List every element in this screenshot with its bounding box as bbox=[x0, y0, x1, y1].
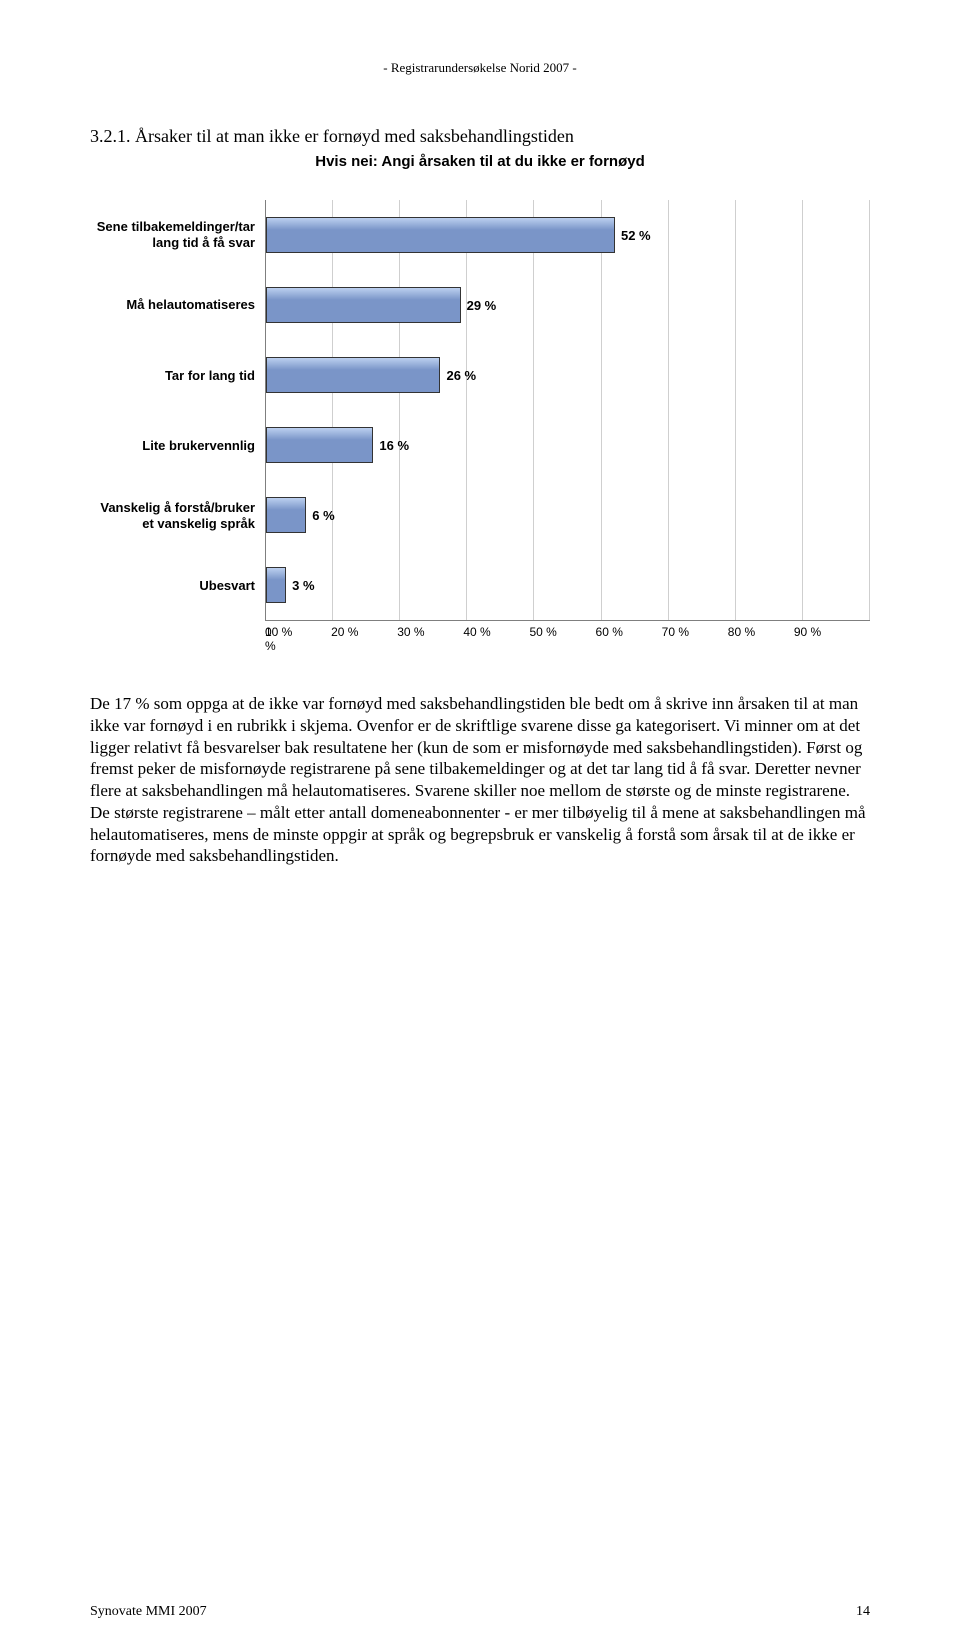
x-axis-tick: 30 % bbox=[397, 625, 463, 653]
footer-left: Synovate MMI 2007 bbox=[90, 1604, 207, 1620]
x-axis-tick: 70 % bbox=[662, 625, 728, 653]
section-heading: 3.2.1. Årsaker til at man ikke er fornøy… bbox=[90, 126, 870, 147]
x-axis-tick: 50 % bbox=[529, 625, 595, 653]
bar-chart: Sene tilbakemeldinger/tar lang tid å få … bbox=[90, 200, 870, 621]
bar-value-label: 16 % bbox=[379, 438, 409, 453]
page-number: 14 bbox=[856, 1604, 870, 1620]
bar-value-label: 26 % bbox=[446, 368, 476, 383]
y-axis-label: Lite brukervennlig bbox=[90, 411, 265, 481]
bar bbox=[266, 217, 615, 253]
bar bbox=[266, 497, 306, 533]
body-paragraph: De 17 % som oppga at de ikke var fornøyd… bbox=[90, 693, 870, 867]
y-axis-label: Tar for lang tid bbox=[90, 340, 265, 410]
bar bbox=[266, 427, 373, 463]
bar-value-label: 52 % bbox=[621, 228, 651, 243]
y-axis-label: Vanskelig å forstå/bruker et vanskelig s… bbox=[90, 481, 265, 551]
x-axis-tick: 10 % bbox=[265, 625, 331, 653]
bar bbox=[266, 567, 286, 603]
x-axis-tick: 20 % bbox=[331, 625, 397, 653]
x-axis-tick: 80 % bbox=[728, 625, 794, 653]
bar-value-label: 6 % bbox=[312, 508, 334, 523]
bar-row: 6 % bbox=[266, 480, 870, 550]
x-axis-tick: 60 % bbox=[596, 625, 662, 653]
bar-row: 3 % bbox=[266, 550, 870, 620]
bar-row: 26 % bbox=[266, 340, 870, 410]
chart-title: Hvis nei: Angi årsaken til at du ikke er… bbox=[90, 153, 870, 170]
y-axis-label: Sene tilbakemeldinger/tar lang tid å få … bbox=[90, 200, 265, 270]
x-axis-tick: 40 % bbox=[463, 625, 529, 653]
bar-value-label: 29 % bbox=[467, 298, 497, 313]
running-header: - Registrarundersøkelse Norid 2007 - bbox=[90, 60, 870, 76]
bar-value-label: 3 % bbox=[292, 578, 314, 593]
bar-row: 16 % bbox=[266, 410, 870, 480]
bar-row: 52 % bbox=[266, 200, 870, 270]
y-axis-label: Ubesvart bbox=[90, 551, 265, 621]
bar-row: 29 % bbox=[266, 270, 870, 340]
bar bbox=[266, 287, 461, 323]
x-axis-tick: 90 % bbox=[794, 625, 860, 653]
bar bbox=[266, 357, 440, 393]
y-axis-label: Må helautomatiseres bbox=[90, 270, 265, 340]
